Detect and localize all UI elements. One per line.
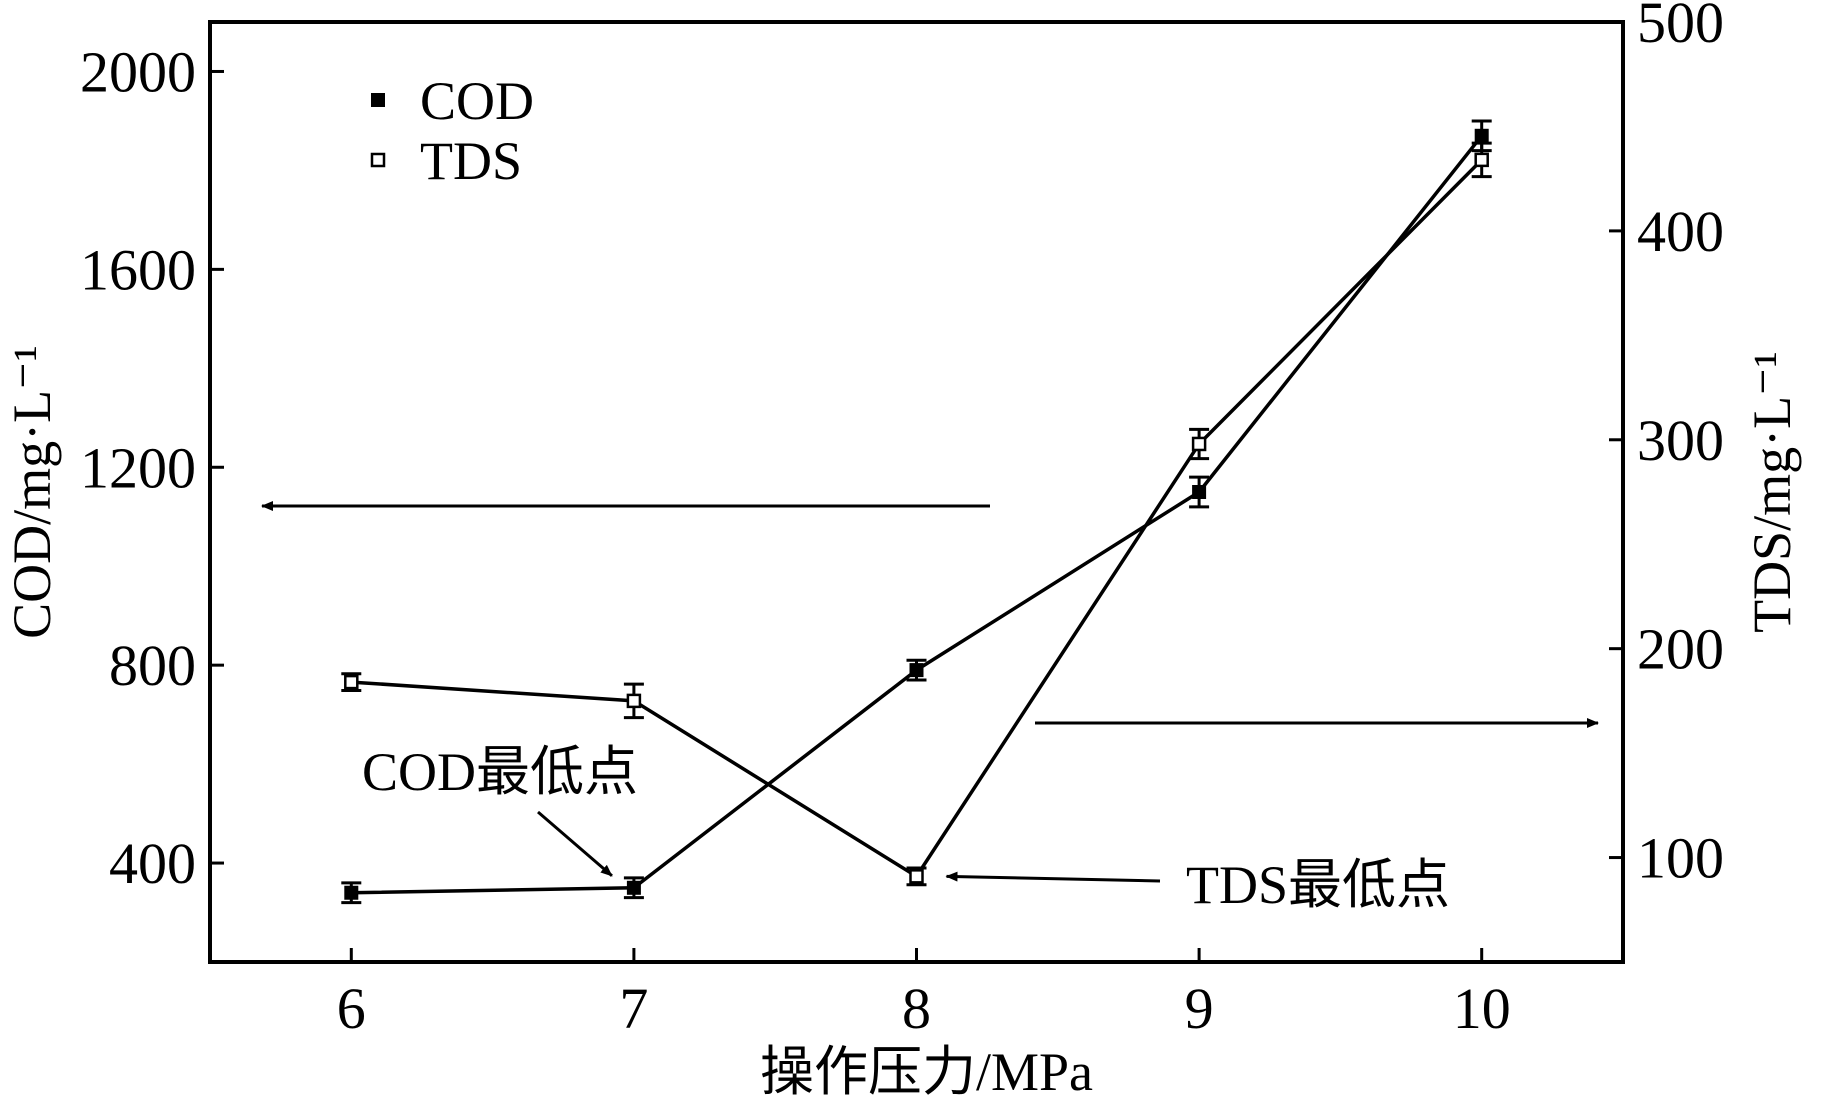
- x-axis-title: 操作压力/MPa: [760, 1042, 1093, 1102]
- annotation-tds-min: TDS最低点: [1186, 855, 1450, 915]
- y-right-axis-title: TDS/mg·L⁻¹: [1742, 351, 1802, 633]
- x-tick-label: 9: [1185, 976, 1214, 1041]
- annotation-tds-min-arrow: [945, 871, 1161, 883]
- x-tick-label: 6: [337, 976, 366, 1041]
- y-left-tick-label: 1200: [80, 435, 196, 500]
- legend-label-tds: TDS: [420, 131, 522, 191]
- x-tick-label: 7: [619, 976, 648, 1041]
- y-left-tick-label: 400: [109, 831, 196, 896]
- data-point-tds: [909, 869, 924, 884]
- annotation-cod-min: COD最低点: [362, 742, 638, 802]
- y-left-tick-label: 2000: [80, 39, 196, 104]
- data-point-cod: [344, 885, 359, 900]
- y-right-tick-label: 300: [1637, 408, 1724, 473]
- data-point-cod: [626, 880, 641, 895]
- data-point-cod: [1192, 485, 1207, 499]
- legend-marker-cod: [371, 93, 385, 107]
- y-right-tick-label: 400: [1637, 199, 1724, 264]
- legend-marker-tds: [370, 152, 386, 168]
- data-point-cod: [1474, 128, 1489, 143]
- x-tick-label: 8: [902, 976, 931, 1041]
- data-point-cod: [909, 663, 924, 678]
- y-right-tick-label: 100: [1637, 826, 1724, 891]
- y-right-tick-label: 200: [1637, 617, 1724, 682]
- y-left-tick-label: 800: [109, 633, 196, 698]
- y-left-tick-label: 1600: [80, 237, 196, 302]
- data-point-tds: [1474, 152, 1489, 168]
- data-point-tds: [626, 693, 642, 709]
- data-point-tds: [1191, 436, 1207, 452]
- legend-label-cod: COD: [420, 71, 534, 131]
- y-right-tick-label: 500: [1637, 0, 1724, 55]
- annotation-cod-min-arrow: [537, 810, 613, 877]
- x-tick-label: 10: [1453, 976, 1511, 1041]
- y-left-axis-title: COD/mg·L⁻¹: [2, 345, 62, 639]
- data-point-tds: [344, 674, 359, 690]
